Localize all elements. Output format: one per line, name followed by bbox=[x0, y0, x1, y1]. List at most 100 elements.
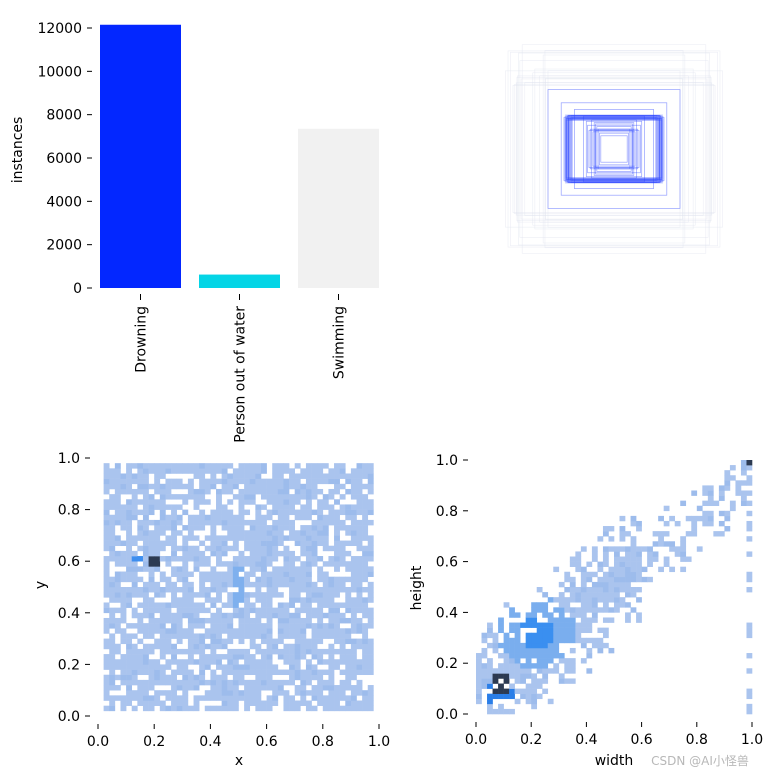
xy-heatmap-cell bbox=[362, 566, 369, 572]
xy-heatmap-cell bbox=[350, 509, 357, 516]
wh-heatmap-cell bbox=[520, 678, 526, 684]
xy-heatmap-cell bbox=[148, 519, 155, 526]
wh-heatmap-cell bbox=[630, 587, 637, 593]
box-outline bbox=[600, 135, 628, 163]
xy-heatmap-cell bbox=[266, 576, 273, 583]
xy-heatmap-cell bbox=[356, 576, 363, 583]
xy-heatmap-cell bbox=[367, 705, 374, 712]
wh-heatmap-cell bbox=[746, 693, 753, 700]
xy-heatmap-cell bbox=[171, 478, 177, 485]
xy-heatmap-cell bbox=[171, 659, 177, 665]
xy-heatmap-cell bbox=[103, 556, 110, 562]
xy-heatmap-cell bbox=[266, 685, 273, 691]
xy-heatmap-cell bbox=[120, 597, 127, 603]
xy-heatmap-cell bbox=[300, 545, 307, 552]
box-outline bbox=[563, 117, 665, 181]
xy-heatmap-cell bbox=[350, 540, 357, 547]
wh-heatmap-cell bbox=[536, 602, 543, 608]
wh-heatmap-cell bbox=[498, 693, 504, 700]
xy-heatmap-cell bbox=[126, 530, 133, 536]
xy-heatmap-cell bbox=[334, 483, 340, 490]
xy-heatmap-cell bbox=[244, 519, 251, 526]
wh-heatmap-cell bbox=[724, 485, 731, 491]
xy-heatmap-cell bbox=[114, 587, 121, 593]
xy-heatmap-cell bbox=[283, 648, 290, 655]
wh-heatmap-cell bbox=[553, 637, 560, 644]
xy-heatmap-cell bbox=[300, 695, 307, 701]
wh-heatmap-cell bbox=[487, 663, 493, 669]
xy-heatmap-cell bbox=[227, 685, 234, 691]
wh-heatmap-cell bbox=[602, 597, 609, 603]
xy-heatmap-cell bbox=[350, 581, 357, 588]
wh-heatmap-cell bbox=[614, 587, 620, 593]
xy-heatmap-cell bbox=[260, 700, 267, 706]
xy-heatmap-cell bbox=[210, 473, 217, 479]
wh-heatmap-cell bbox=[575, 622, 582, 628]
xy-heatmap-cell bbox=[356, 597, 363, 603]
xy-heatmap-cell bbox=[154, 700, 161, 706]
wh-heatmap-cell bbox=[630, 566, 637, 573]
xy-heatmap-cell bbox=[289, 519, 295, 526]
xy-heatmap-cell bbox=[109, 643, 116, 650]
xy-heatmap-cell bbox=[221, 617, 228, 624]
xy-heatmap-cell bbox=[311, 628, 318, 634]
xy-heatmap-cell bbox=[126, 519, 133, 526]
wh-heatmap-cell bbox=[740, 470, 747, 476]
wh-heatmap-cell bbox=[630, 541, 637, 547]
xy-heatmap-cell bbox=[159, 540, 166, 547]
xy-heatmap-cell bbox=[126, 499, 133, 505]
xy-heatmap-cell bbox=[182, 468, 189, 474]
wh-heatmap-cell bbox=[509, 693, 515, 700]
xy-heatmap-cell bbox=[165, 463, 172, 469]
box-outline bbox=[569, 115, 659, 183]
xy-heatmap-cell bbox=[255, 705, 262, 712]
xy-heatmap-cell bbox=[159, 628, 166, 634]
wh-heatmap-cell bbox=[509, 683, 515, 689]
wh-heatmap-cell bbox=[547, 647, 554, 654]
xy-heatmap-cell bbox=[300, 679, 307, 686]
xy-heatmap-cell bbox=[238, 499, 245, 505]
xy-heatmap-cell bbox=[187, 685, 194, 691]
xy-heatmap-cell bbox=[322, 504, 329, 510]
xy-heatmap-cell bbox=[289, 674, 295, 681]
xy-heatmap-cell bbox=[176, 566, 183, 572]
xy-heatmap-cell bbox=[244, 669, 251, 676]
xy-heatmap-cell bbox=[199, 674, 206, 681]
xy-heatmap-cell bbox=[204, 478, 211, 485]
xy-heatmap-cell bbox=[176, 483, 183, 490]
xy-heatmap-cell bbox=[126, 525, 133, 531]
box-outline bbox=[565, 115, 663, 183]
xy-heatmap-cell bbox=[305, 659, 312, 665]
xy-heatmap-cell bbox=[227, 623, 234, 629]
wh-heatmap-cell bbox=[542, 668, 549, 674]
xy-heatmap-cell bbox=[187, 623, 194, 629]
y-tick-label: 8000 bbox=[46, 108, 82, 124]
wh-heatmap-cell bbox=[602, 581, 609, 588]
xy-heatmap-cell bbox=[255, 690, 262, 696]
xy-heatmap-cell bbox=[255, 468, 262, 474]
xy-heatmap-cell bbox=[266, 494, 273, 500]
xy-heatmap-cell bbox=[103, 478, 110, 485]
xy-heatmap-cell bbox=[244, 483, 251, 490]
wh-heatmap-cell bbox=[569, 592, 576, 598]
xy-heatmap-cell bbox=[109, 700, 116, 706]
wh-heatmap-cell bbox=[614, 602, 620, 608]
wh-heatmap-cell bbox=[680, 536, 687, 542]
xy-heatmap-cell bbox=[356, 545, 363, 552]
xy-heatmap-cell bbox=[289, 643, 295, 650]
xy-heatmap-cell bbox=[294, 705, 301, 712]
wh-heatmap-cell bbox=[558, 658, 565, 664]
xy-heatmap-cell bbox=[221, 488, 228, 495]
xy-heatmap-cell bbox=[339, 669, 346, 676]
xy-heatmap-cell bbox=[216, 597, 222, 603]
wh-heatmap-cell bbox=[531, 688, 538, 694]
xy-heatmap-cell bbox=[176, 576, 183, 583]
wh-heatmap-cell bbox=[564, 627, 571, 634]
xy-heatmap-cell bbox=[227, 669, 234, 676]
xy-heatmap-cell bbox=[322, 679, 329, 686]
xy-heatmap-cell bbox=[154, 659, 161, 665]
xy-heatmap-cell bbox=[311, 561, 318, 567]
xy-heatmap-cell bbox=[362, 669, 369, 676]
x-tick-label: 0.4 bbox=[199, 734, 221, 750]
xy-heatmap-cell bbox=[356, 561, 363, 567]
